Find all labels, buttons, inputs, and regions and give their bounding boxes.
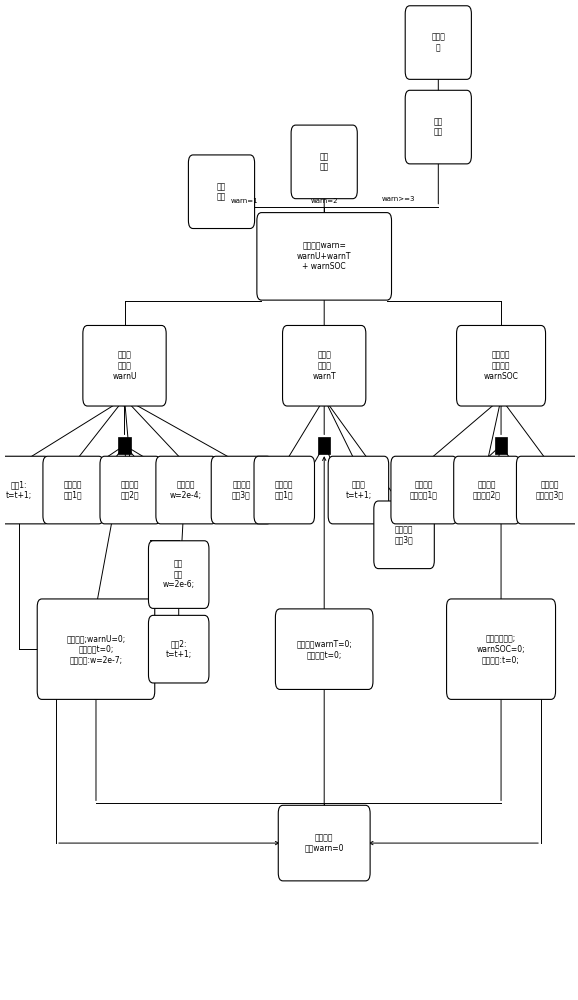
Text: 电压故障
分值1分: 电压故障 分值1分 — [64, 480, 83, 500]
FancyBboxPatch shape — [275, 609, 373, 689]
Text: 故障分值warn=
warnU+warnT
+ warnSOC: 故障分值warn= warnU+warnT + warnSOC — [297, 241, 351, 271]
Text: 温度故
障分值
warnT: 温度故 障分值 warnT — [312, 351, 336, 381]
FancyBboxPatch shape — [149, 541, 209, 608]
FancyBboxPatch shape — [391, 456, 457, 524]
FancyBboxPatch shape — [291, 125, 357, 199]
FancyBboxPatch shape — [517, 456, 578, 524]
FancyBboxPatch shape — [495, 437, 507, 454]
FancyBboxPatch shape — [318, 437, 331, 454]
FancyBboxPatch shape — [457, 325, 546, 406]
FancyBboxPatch shape — [254, 456, 314, 524]
FancyBboxPatch shape — [156, 456, 216, 524]
Text: 延迟2:
t=t+1;: 延迟2: t=t+1; — [165, 639, 192, 659]
FancyBboxPatch shape — [405, 90, 472, 164]
Text: 延迟1:
t=t+1;: 延迟1: t=t+1; — [6, 480, 32, 500]
FancyBboxPatch shape — [83, 325, 166, 406]
Text: 参数更新
w=2e-4;: 参数更新 w=2e-4; — [170, 480, 202, 500]
Text: 荷电状态
故障分值
warnSOC: 荷电状态 故障分值 warnSOC — [484, 351, 518, 381]
Text: 荷电状态
故障分值2分: 荷电状态 故障分值2分 — [473, 480, 501, 500]
Text: 荷电状态预警;
warnSOC=0;
时间初始:t=0;: 荷电状态预警; warnSOC=0; 时间初始:t=0; — [477, 634, 525, 664]
FancyBboxPatch shape — [37, 599, 155, 699]
Text: 延迟：
t=t+1;: 延迟： t=t+1; — [345, 480, 372, 500]
Text: 荷电状态
故障分值1分: 荷电状态 故障分值1分 — [410, 480, 438, 500]
FancyBboxPatch shape — [405, 6, 472, 79]
Text: 温度故障
分值3分: 温度故障 分值3分 — [395, 525, 413, 545]
FancyBboxPatch shape — [43, 456, 103, 524]
Text: warn=2: warn=2 — [310, 198, 338, 204]
FancyBboxPatch shape — [0, 456, 49, 524]
FancyBboxPatch shape — [188, 155, 254, 229]
Text: 电压故
障分值
warnU: 电压故 障分值 warnU — [112, 351, 137, 381]
FancyBboxPatch shape — [374, 501, 434, 569]
Text: 正常状态
预警warn=0: 正常状态 预警warn=0 — [305, 833, 344, 853]
Text: 电压故障
分值3分: 电压故障 分值3分 — [232, 480, 251, 500]
Text: 温度预警warnT=0;
时间初始t=0;: 温度预警warnT=0; 时间初始t=0; — [297, 639, 352, 659]
FancyBboxPatch shape — [211, 456, 272, 524]
FancyBboxPatch shape — [278, 805, 370, 881]
Text: 严重
故障: 严重 故障 — [434, 117, 443, 137]
FancyBboxPatch shape — [149, 615, 209, 683]
FancyBboxPatch shape — [328, 456, 388, 524]
Text: 中等
故障: 中等 故障 — [320, 152, 329, 172]
FancyBboxPatch shape — [447, 599, 555, 699]
FancyBboxPatch shape — [454, 456, 520, 524]
FancyBboxPatch shape — [257, 213, 391, 300]
FancyBboxPatch shape — [118, 437, 131, 454]
Text: 温度故障
分值1分: 温度故障 分值1分 — [275, 480, 294, 500]
FancyBboxPatch shape — [100, 456, 161, 524]
FancyBboxPatch shape — [283, 325, 366, 406]
Text: 参数
更新
w=2e-6;: 参数 更新 w=2e-6; — [162, 560, 195, 589]
Text: warn>=3: warn>=3 — [381, 196, 415, 202]
Text: 荷电状态
故障分值3分: 荷电状态 故障分值3分 — [536, 480, 564, 500]
Text: 故障报
警: 故障报 警 — [431, 33, 445, 52]
Text: warn=1: warn=1 — [231, 198, 258, 204]
Text: 电压故障
分值2分: 电压故障 分值2分 — [121, 480, 139, 500]
Text: 电压预警;warnU=0;
时间初始t=0;
滤波参数:w=2e-7;: 电压预警;warnU=0; 时间初始t=0; 滤波参数:w=2e-7; — [66, 634, 125, 664]
Text: 轻微
故障: 轻微 故障 — [217, 182, 226, 201]
